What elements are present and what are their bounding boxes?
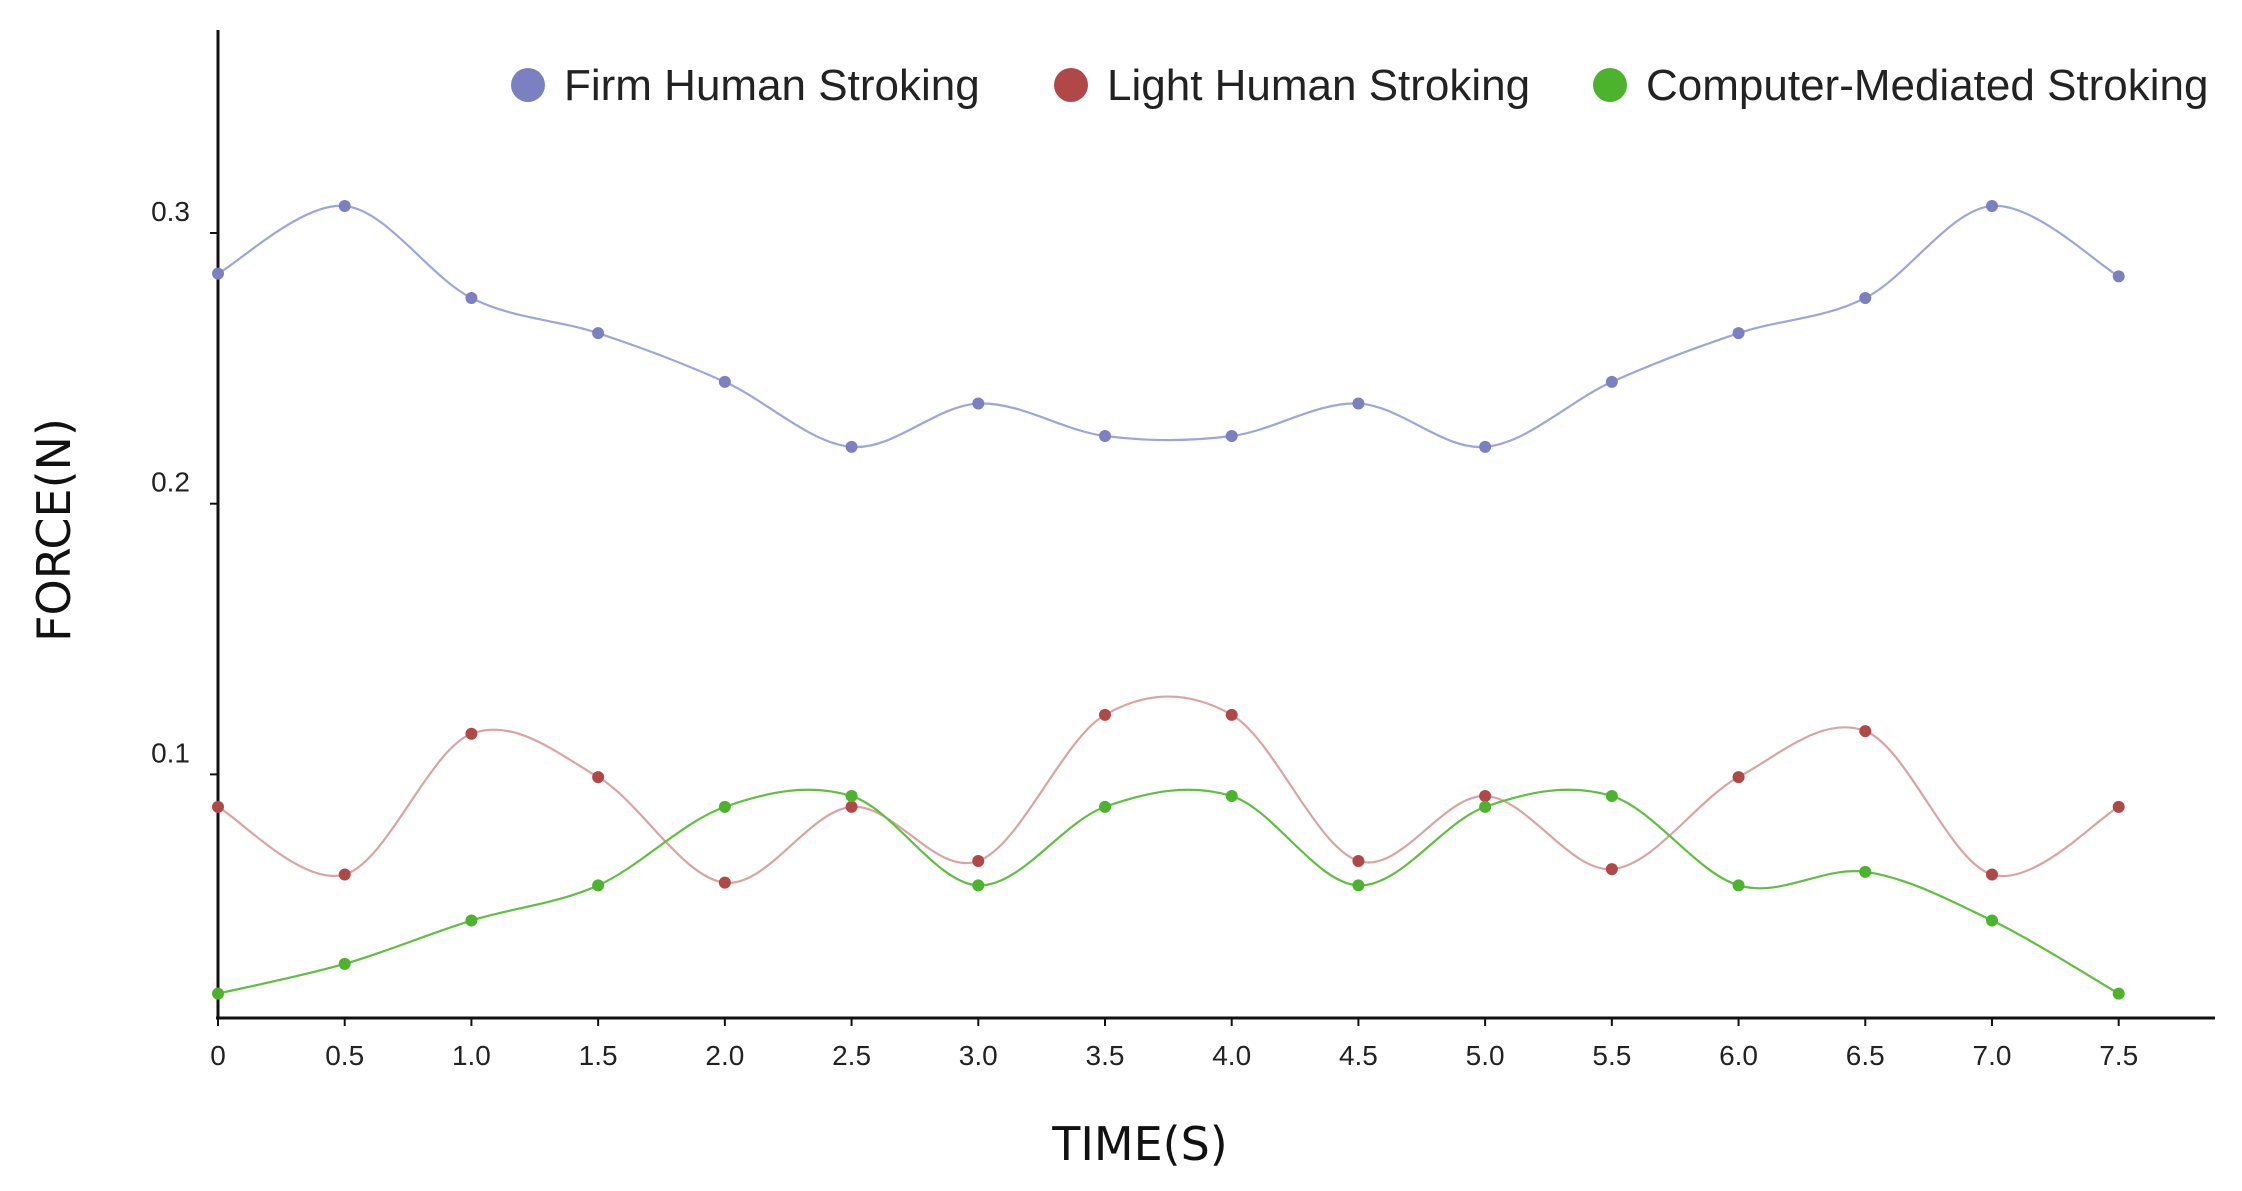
data-point-light-human-stroking xyxy=(718,876,731,889)
x-tick-label: 1.5 xyxy=(579,1040,618,1071)
data-point-computer-mediated-stroking xyxy=(1985,914,1998,927)
data-point-firm-human-stroking xyxy=(592,327,605,340)
data-point-firm-human-stroking xyxy=(212,267,224,280)
data-point-light-human-stroking xyxy=(465,727,478,740)
data-point-firm-human-stroking xyxy=(1605,375,1618,388)
axis-ticks: 0 0.5 1.0 1.5 2.0 2.5 3.0 3.5 4.0 4.5 5.0 5.5 6.0 6.5… xyxy=(151,196,2138,1071)
series-lines xyxy=(217,204,2120,995)
data-point-firm-human-stroking xyxy=(1985,199,1998,212)
data-point-computer-mediated-stroking xyxy=(2112,987,2125,1000)
data-point-light-human-stroking xyxy=(592,771,605,784)
data-point-computer-mediated-stroking xyxy=(465,914,478,927)
data-point-light-human-stroking xyxy=(212,800,224,813)
x-tick-label: 7.0 xyxy=(1973,1040,2012,1071)
y-axis-title: FORCE(N) xyxy=(27,418,81,642)
legend-label-computer-mediated-stroking: Computer-Mediated Stroking xyxy=(1646,61,2208,110)
data-point-light-human-stroking xyxy=(2112,800,2125,813)
data-point-firm-human-stroking xyxy=(338,199,351,212)
data-point-firm-human-stroking xyxy=(465,291,478,304)
data-point-firm-human-stroking xyxy=(1098,430,1111,443)
data-point-computer-mediated-stroking xyxy=(1605,790,1618,803)
data-point-computer-mediated-stroking xyxy=(1098,800,1111,813)
data-point-computer-mediated-stroking xyxy=(845,790,858,803)
data-point-light-human-stroking xyxy=(972,855,985,868)
y-tick-label: 0.3 xyxy=(151,196,190,227)
data-point-computer-mediated-stroking xyxy=(212,987,224,1000)
axes xyxy=(216,30,2215,1020)
data-point-firm-human-stroking xyxy=(845,440,858,453)
x-tick-label: 4.5 xyxy=(1339,1040,1378,1071)
data-point-computer-mediated-stroking xyxy=(718,800,731,813)
data-point-light-human-stroking xyxy=(1859,725,1872,738)
data-point-firm-human-stroking xyxy=(718,375,731,388)
x-axis-title: TIME(S) xyxy=(1051,1117,1228,1171)
data-point-firm-human-stroking xyxy=(1859,291,1872,304)
series-line-computer-mediated-stroking xyxy=(217,788,2120,995)
data-point-light-human-stroking xyxy=(1098,708,1111,721)
data-point-firm-human-stroking xyxy=(972,397,985,410)
data-point-firm-human-stroking xyxy=(2112,270,2125,283)
legend-marker-light-human-stroking xyxy=(1054,68,1088,102)
data-point-computer-mediated-stroking xyxy=(1859,865,1872,878)
legend: Firm Human Stroking Light Human Stroking C… xyxy=(511,61,2208,110)
x-tick-label: 5.0 xyxy=(1466,1040,1505,1071)
data-point-computer-mediated-stroking xyxy=(972,879,985,892)
x-tick-label: 5.5 xyxy=(1592,1040,1631,1071)
data-point-light-human-stroking xyxy=(1605,863,1618,876)
data-point-computer-mediated-stroking xyxy=(1479,800,1492,813)
data-point-firm-human-stroking xyxy=(1225,430,1238,443)
x-tick-label: 0.5 xyxy=(325,1040,364,1071)
data-point-computer-mediated-stroking xyxy=(338,957,351,970)
data-point-computer-mediated-stroking xyxy=(1225,790,1238,803)
x-tick-label: 7.5 xyxy=(2099,1040,2138,1071)
x-tick-label: 1.0 xyxy=(452,1040,491,1071)
x-tick-label: 6.0 xyxy=(1719,1040,1758,1071)
data-point-computer-mediated-stroking xyxy=(592,879,605,892)
x-tick-label: 2.5 xyxy=(832,1040,871,1071)
legend-label-firm-human-stroking: Firm Human Stroking xyxy=(564,61,980,110)
legend-marker-computer-mediated-stroking xyxy=(1593,68,1627,102)
series-points xyxy=(212,199,2125,1000)
x-tick-label: 4.0 xyxy=(1212,1040,1251,1071)
y-tick-label: 0.1 xyxy=(151,737,190,768)
x-tick-label: 3.0 xyxy=(959,1040,998,1071)
data-point-computer-mediated-stroking xyxy=(1352,879,1365,892)
data-point-light-human-stroking xyxy=(1352,855,1365,868)
x-tick-label: 0 xyxy=(210,1040,226,1071)
data-point-light-human-stroking xyxy=(338,868,351,881)
legend-marker-firm-human-stroking xyxy=(511,68,545,102)
data-point-light-human-stroking xyxy=(1225,708,1238,721)
data-point-light-human-stroking xyxy=(1479,790,1492,803)
data-point-firm-human-stroking xyxy=(1352,397,1365,410)
data-point-light-human-stroking xyxy=(845,800,858,813)
y-tick-label: 0.2 xyxy=(151,467,190,498)
data-point-light-human-stroking xyxy=(1732,771,1745,784)
x-tick-label: 6.5 xyxy=(1846,1040,1885,1071)
data-point-firm-human-stroking xyxy=(1479,440,1492,453)
series-line-light-human-stroking xyxy=(217,695,2120,884)
x-tick-label: 2.0 xyxy=(705,1040,744,1071)
data-point-computer-mediated-stroking xyxy=(1732,879,1745,892)
x-tick-label: 3.5 xyxy=(1086,1040,1125,1071)
data-point-light-human-stroking xyxy=(1985,868,1998,881)
legend-label-light-human-stroking: Light Human Stroking xyxy=(1107,61,1530,110)
series-line-firm-human-stroking xyxy=(217,204,2120,448)
data-point-firm-human-stroking xyxy=(1732,327,1745,340)
